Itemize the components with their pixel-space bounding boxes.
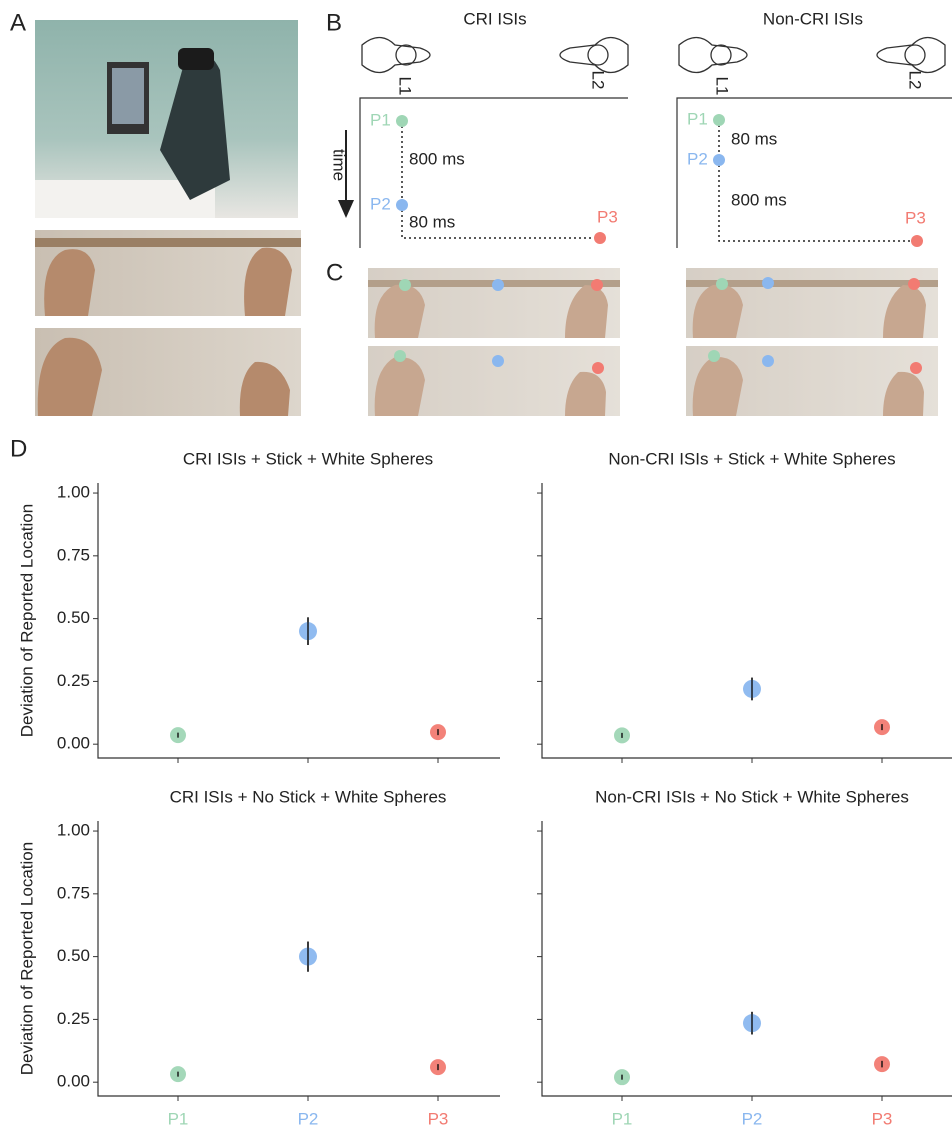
controller-label: L1 <box>396 77 415 96</box>
interval-label: 80 ms <box>409 212 455 231</box>
point-label: P3 <box>597 207 618 226</box>
interval-label: 800 ms <box>409 149 465 168</box>
x-tick-label: P2 <box>742 1109 763 1128</box>
axis-line <box>542 483 952 758</box>
point-label: P1 <box>370 110 391 129</box>
x-tick-label: P1 <box>168 1109 189 1128</box>
y-tick-label: 1.00 <box>57 483 90 502</box>
x-tick-label: P3 <box>428 1109 449 1128</box>
interval-label: 800 ms <box>731 190 787 209</box>
point-label: P2 <box>687 149 708 168</box>
chart-title: CRI ISIs + Stick + White Spheres <box>183 449 433 468</box>
point-label: P2 <box>370 194 391 213</box>
y-tick-label: 0.50 <box>57 946 90 965</box>
controller-label: L2 <box>906 71 925 90</box>
y-tick-label: 1.00 <box>57 821 90 840</box>
y-axis-label: Deviation of Reported Location <box>17 504 36 737</box>
y-tick-label: 0.50 <box>57 608 90 627</box>
controller-label: L1 <box>713 77 732 96</box>
chart-title: Non-CRI ISIs + Stick + White Spheres <box>608 449 895 468</box>
y-tick-label: 0.25 <box>57 671 90 690</box>
interval-label: 80 ms <box>731 129 777 148</box>
y-tick-label: 0.75 <box>57 545 90 564</box>
axis-line <box>98 483 500 758</box>
condition-title: Non-CRI ISIs <box>763 9 863 28</box>
chart-title: Non-CRI ISIs + No Stick + White Spheres <box>595 787 909 806</box>
panel-label: D <box>10 435 27 462</box>
y-tick-label: 0.00 <box>57 734 90 753</box>
point-label: P1 <box>687 109 708 128</box>
controller-label: L2 <box>589 71 608 90</box>
panel-label: B <box>326 9 342 36</box>
y-tick-label: 0.75 <box>57 883 90 902</box>
chart-title: CRI ISIs + No Stick + White Spheres <box>170 787 447 806</box>
x-tick-label: P3 <box>872 1109 893 1128</box>
photo-setup <box>35 20 298 218</box>
y-tick-label: 0.25 <box>57 1009 90 1028</box>
photo-hands-stick <box>35 230 301 316</box>
axis-line <box>98 821 500 1096</box>
axis-line <box>542 821 952 1096</box>
figure: A B C D time CRI ISIs L1 L2 P1 P2 P3 800… <box>0 0 952 1132</box>
x-tick-label: P2 <box>298 1109 319 1128</box>
photo-panel-c <box>368 268 938 416</box>
panel-label: C <box>326 259 343 286</box>
timeline-diagram: time CRI ISIs L1 L2 P1 P2 P3 800 ms 80 m… <box>330 9 952 248</box>
panel-label: A <box>10 9 26 36</box>
condition-title: CRI ISIs <box>463 9 526 28</box>
photo-hands-no-stick <box>35 328 301 416</box>
x-tick-label: P1 <box>612 1109 633 1128</box>
y-tick-label: 0.00 <box>57 1072 90 1091</box>
y-axis-label: Deviation of Reported Location <box>17 842 36 1075</box>
point-label: P3 <box>905 208 926 227</box>
